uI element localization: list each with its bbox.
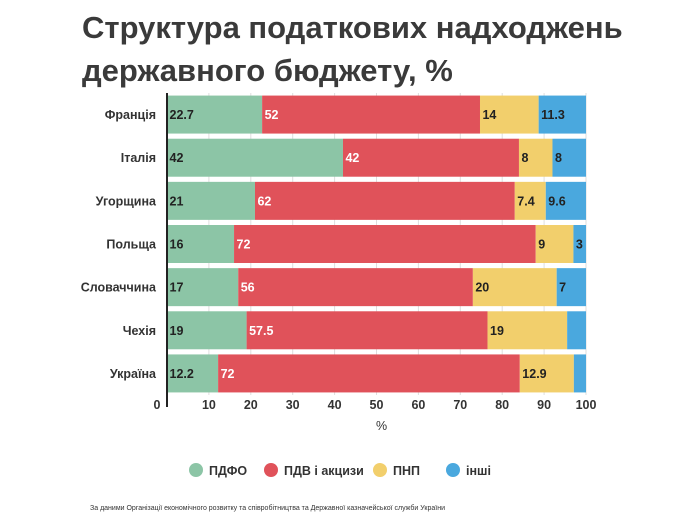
- x-tick-labels: 0 10 20 30 40 50 60 70 80 90 100: [154, 398, 597, 412]
- bar-value-label: 19: [490, 324, 504, 338]
- bar-value-label: 42: [345, 151, 359, 165]
- category-label: Італія: [121, 151, 156, 165]
- bar-segment: [514, 181, 546, 220]
- x-tick-label: 30: [286, 398, 300, 412]
- bar-segment: [167, 138, 343, 177]
- bar-value-label: 56: [241, 281, 255, 295]
- bar-value-label: 17: [170, 281, 184, 295]
- x-tick-label: 90: [537, 398, 551, 412]
- bar-segment: [167, 225, 235, 263]
- bar-segment: [538, 95, 586, 134]
- category-label: Чехія: [123, 324, 156, 338]
- legend-swatch: [189, 463, 203, 477]
- stacked-bar-chart: 22.7 52 14 11.3 42 42 8 8 21 62 7.4 9.6 16 72 9 3 17 56 20…: [81, 93, 597, 478]
- bar-segment: [479, 95, 539, 134]
- x-tick-label: 100: [576, 398, 597, 412]
- category-label: Словаччина: [81, 281, 157, 295]
- bar-value-label: 14: [482, 108, 496, 122]
- legend-swatch: [264, 463, 278, 477]
- legend-swatch: [373, 463, 387, 477]
- bar-segment: [262, 95, 480, 134]
- x-tick-label: 40: [328, 398, 342, 412]
- bar-segment: [519, 354, 574, 393]
- x-tick-label: 60: [411, 398, 425, 412]
- bar-value-label: 9.6: [548, 194, 565, 208]
- category-label: Україна: [110, 367, 157, 381]
- x-tick-label: 50: [370, 398, 384, 412]
- bar-segment: [167, 268, 239, 307]
- bar-value-label: 42: [170, 151, 184, 165]
- bar-segment: [167, 311, 247, 350]
- bar-segment: [518, 138, 553, 177]
- bar-segment: [545, 181, 586, 220]
- bar-segment: [167, 95, 263, 134]
- bar-value-label: 7: [559, 281, 566, 295]
- legend-label: інші: [466, 464, 491, 478]
- category-labels: Франція Італія Угорщина Польща Словаччина Чех…: [81, 108, 157, 381]
- x-axis-label: %: [376, 419, 387, 433]
- category-label: Угорщина: [96, 194, 157, 208]
- bar-segment: [472, 268, 557, 307]
- bar-segment: [238, 268, 473, 307]
- bar-value-label: 21: [170, 194, 184, 208]
- bar-segment: [573, 225, 586, 263]
- bar-value-label: 8: [521, 151, 528, 165]
- bar-segment: [234, 225, 536, 263]
- legend-label: ПНП: [393, 464, 420, 478]
- x-tick-label: 70: [453, 398, 467, 412]
- chart-bars: 22.7 52 14 11.3 42 42 8 8 21 62 7.4 9.6 16 72 9 3 17 56 20…: [167, 95, 586, 393]
- bar-value-label: 7.4: [517, 194, 534, 208]
- bar-value-label: 72: [237, 238, 251, 252]
- bar-segment: [552, 138, 586, 177]
- bar-value-label: 11.3: [541, 108, 565, 122]
- bar-value-label: 12.2: [170, 367, 194, 381]
- bar-segment: [487, 311, 568, 350]
- bar-value-label: 20: [475, 281, 489, 295]
- bar-value-label: 19: [170, 324, 184, 338]
- bar-segment: [535, 225, 574, 263]
- bar-segment: [167, 354, 219, 393]
- bar-segment: [167, 181, 255, 220]
- chart-title: Структура податкових надходжень державно…: [82, 10, 623, 88]
- bar-segment: [246, 311, 488, 350]
- x-tick-label: 20: [244, 398, 258, 412]
- source-note: За даними Організації економічного розви…: [90, 505, 445, 512]
- bar-segment: [573, 354, 586, 393]
- x-tick-label: 10: [202, 398, 216, 412]
- legend-label: ПДВ і акцизи: [284, 464, 364, 478]
- bar-value-label: 16: [170, 238, 184, 252]
- bar-value-label: 8: [555, 151, 562, 165]
- bar-value-label: 22.7: [170, 108, 194, 122]
- bar-segment: [556, 268, 586, 307]
- bar-segment: [254, 181, 515, 220]
- category-label: Франція: [105, 108, 156, 122]
- bar-value-label: 3: [576, 238, 583, 252]
- bar-segment: [567, 311, 586, 350]
- bar-value-label: 62: [257, 194, 271, 208]
- category-label: Польща: [106, 238, 157, 252]
- bar-value-label: 12.9: [522, 367, 546, 381]
- bar-segment: [218, 354, 520, 393]
- x-tick-label: 0: [154, 398, 161, 412]
- x-tick-label: 80: [495, 398, 509, 412]
- legend-label: ПДФО: [209, 464, 247, 478]
- legend-swatch: [446, 463, 460, 477]
- bar-segment: [342, 138, 519, 177]
- bar-value-label: 72: [221, 367, 235, 381]
- bar-value-label: 9: [538, 238, 545, 252]
- chart-legend: ПДФО ПДВ і акцизи ПНП інші: [189, 463, 491, 478]
- bar-value-label: 52: [265, 108, 279, 122]
- bar-value-label: 57.5: [249, 324, 273, 338]
